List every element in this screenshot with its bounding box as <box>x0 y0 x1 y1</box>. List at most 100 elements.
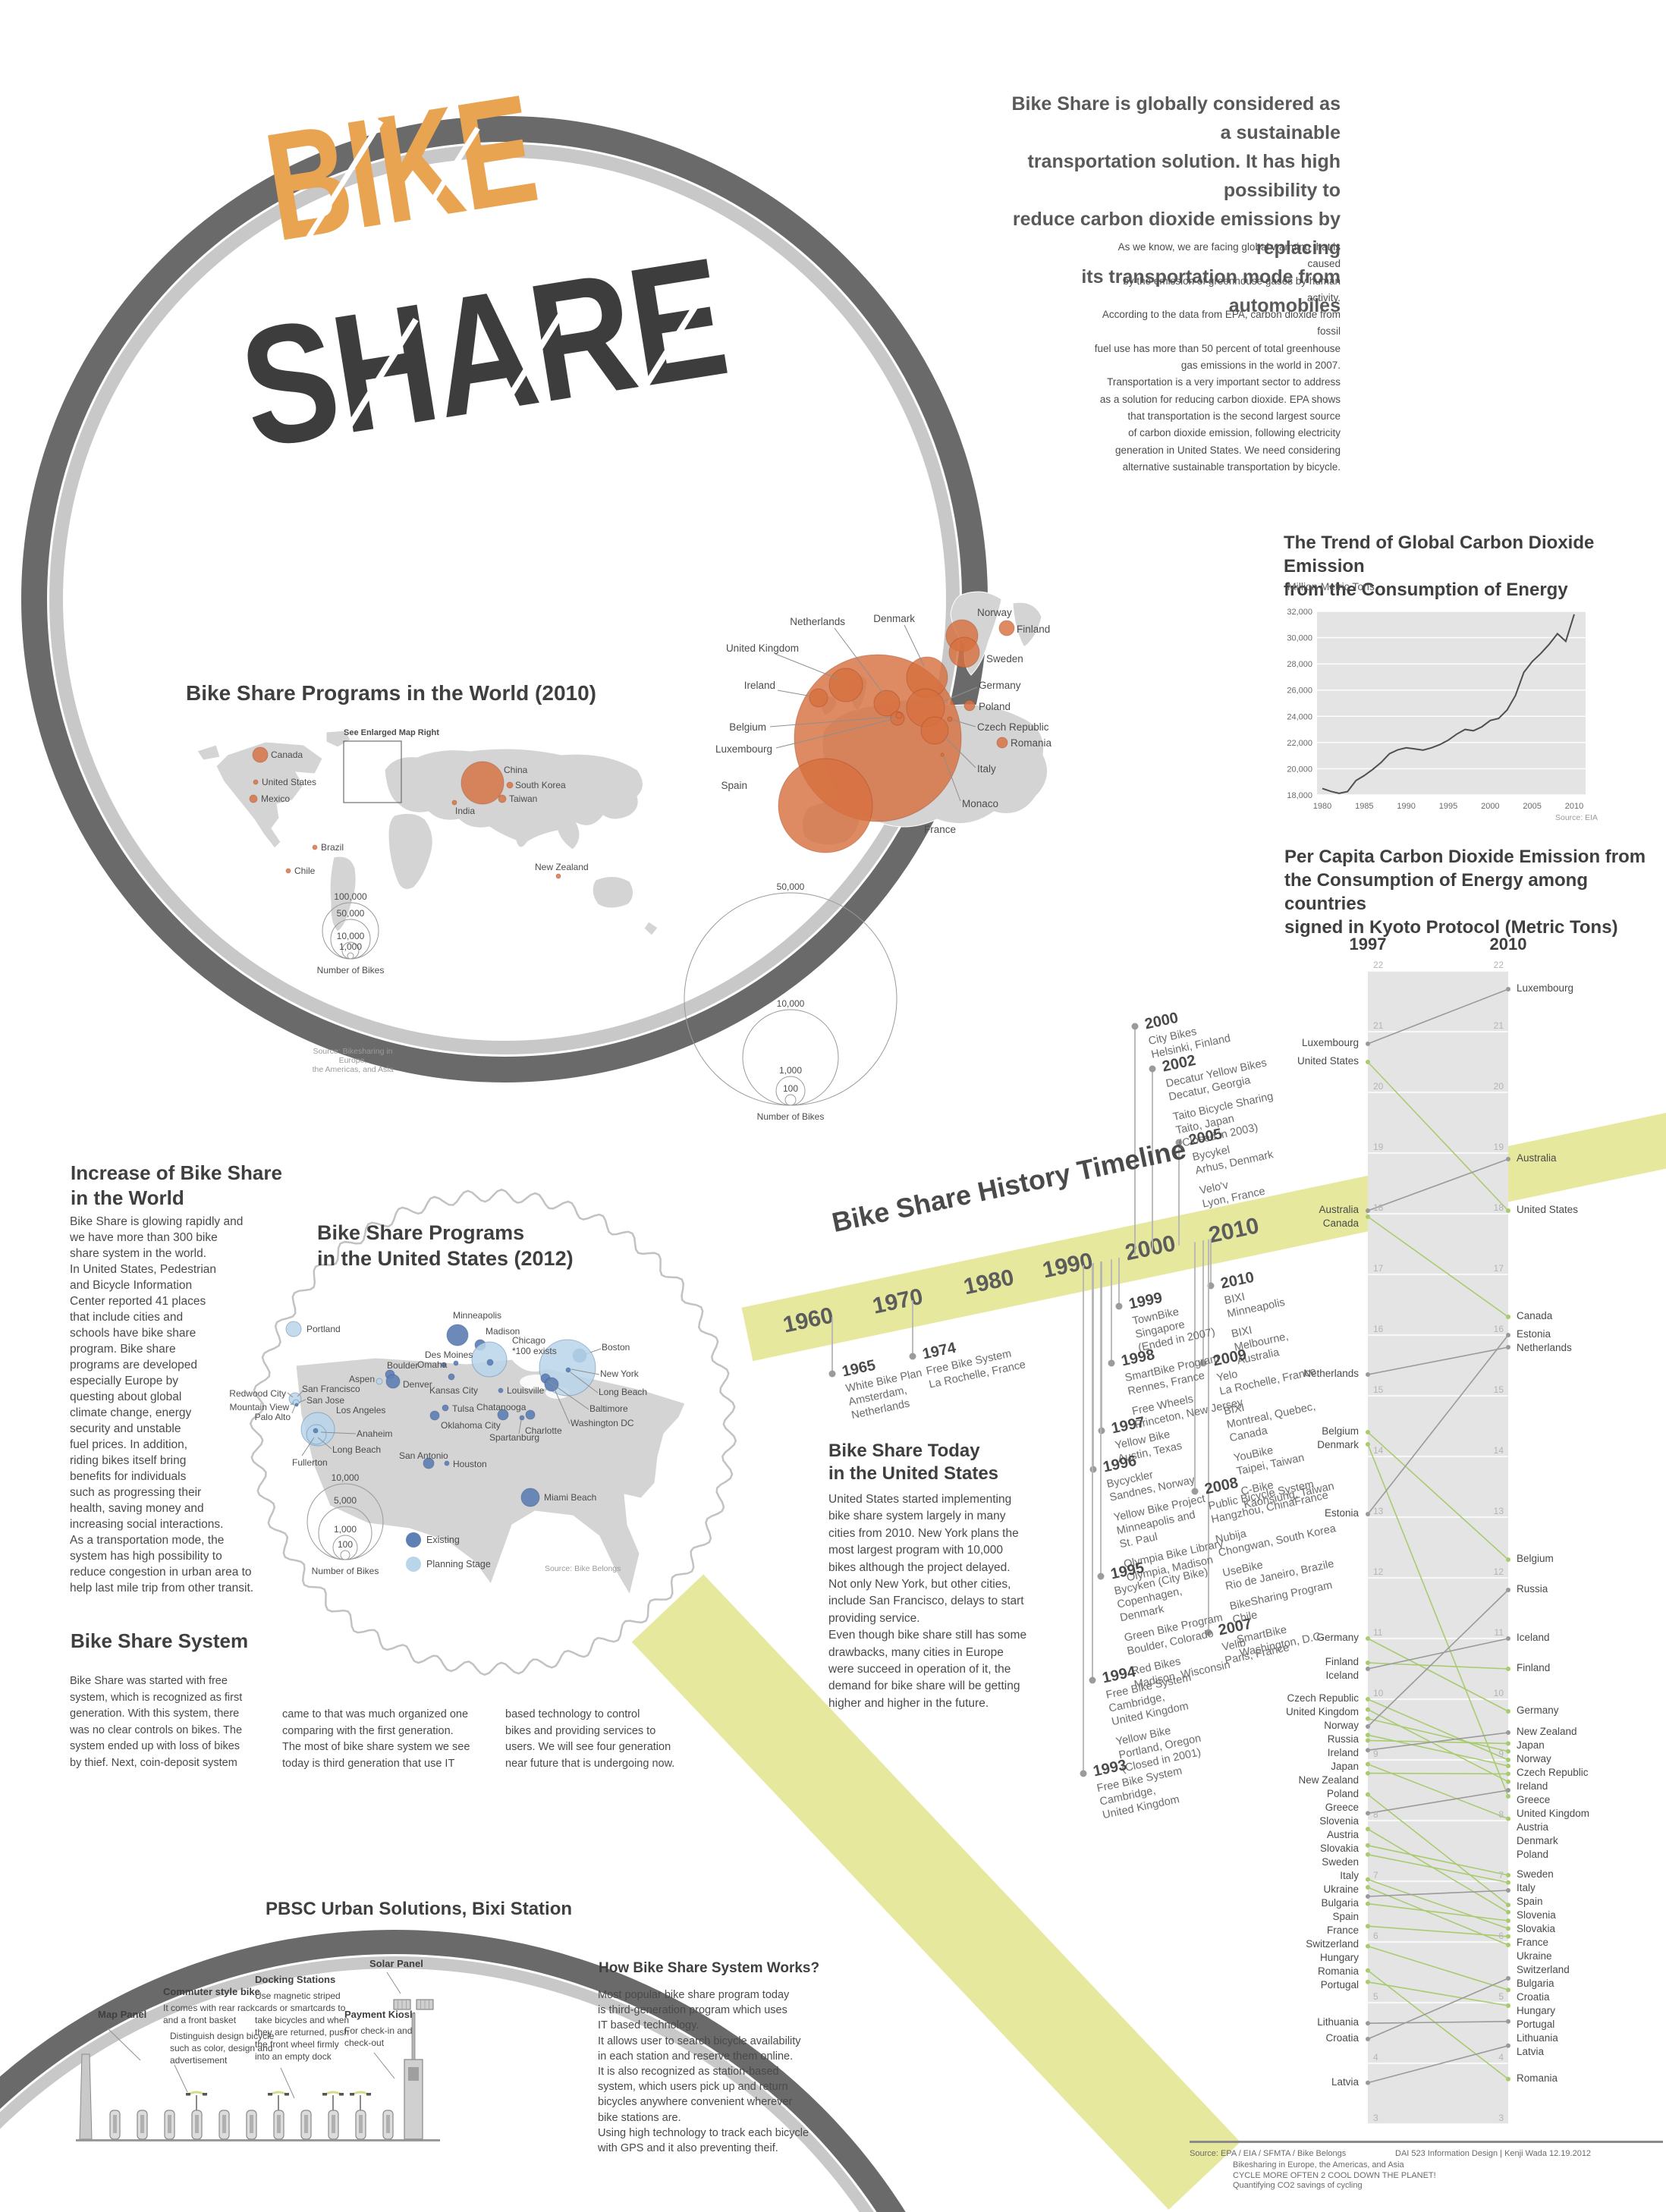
slope-country-label-right: Greece <box>1517 1794 1551 1805</box>
world-label: Chile <box>294 866 316 876</box>
slope-country-label-right: Germany <box>1517 1705 1559 1716</box>
europe-label: Monaco <box>962 798 999 809</box>
us-label: Washington DC <box>571 1418 634 1428</box>
europe-label: Netherlands <box>790 616 845 627</box>
us-label: Miami Beach <box>544 1492 597 1503</box>
europe-label: Germany <box>979 680 1021 691</box>
footer-source-3: CYCLE MORE OFTEN 2 COOL DOWN THE PLANET! <box>1233 2171 1436 2180</box>
slope-country-label-right: Canada <box>1517 1310 1553 1321</box>
us-label: Tulsa <box>452 1403 474 1414</box>
slope-country-label-right: Slovenia <box>1517 1909 1556 1921</box>
us-label: Anaheim <box>357 1428 393 1439</box>
us-legend-caption: Number of Bikes <box>311 1566 379 1576</box>
us-label: Chatanooga <box>476 1402 527 1412</box>
slope-country-label-left: Bulgaria <box>1321 1897 1359 1909</box>
europe-label: France <box>924 824 957 835</box>
slope-country-label-left: United States <box>1297 1055 1359 1067</box>
slope-country-label-left: France <box>1326 1925 1359 1936</box>
station-docking-body: Use magnetic striped cards or smartcards… <box>255 1990 350 2062</box>
slope-country-label-left: Denmark <box>1317 1439 1359 1450</box>
slope-axis-number: 16 <box>1373 1324 1384 1334</box>
slope-axis-number: 6 <box>1373 1931 1378 1941</box>
us-label: Louisville <box>507 1385 545 1396</box>
slope-country-label-left: Ukraine <box>1323 1884 1359 1895</box>
us-legend-value: 10,000 <box>331 1472 360 1483</box>
slope-country-label-right: United Kingdom <box>1517 1808 1590 1819</box>
slope-country-label-right: Portugal <box>1517 2019 1555 2030</box>
slope-country-label-right: Iceland <box>1517 1632 1550 1643</box>
slope-country-label-right: Japan <box>1517 1739 1545 1751</box>
slope-axis-number: 5 <box>1498 1991 1504 2002</box>
us-label: New York <box>600 1368 639 1379</box>
slope-axis-number: 19 <box>1373 1142 1384 1152</box>
slope-country-label-right: Belgium <box>1517 1553 1554 1564</box>
trend-ytick: 26,000 <box>1287 687 1312 696</box>
europe-label: Sweden <box>986 653 1023 665</box>
us-label: Long Beach <box>599 1387 648 1397</box>
slope-country-label-right: Denmark <box>1517 1835 1558 1846</box>
us-label: Palo Alto <box>254 1412 291 1422</box>
slope-country-label-right: Ireland <box>1517 1780 1548 1792</box>
trend-ytick: 28,000 <box>1287 660 1312 669</box>
slope-axis-number: 13 <box>1373 1506 1384 1516</box>
slope-axis-number: 22 <box>1373 960 1384 970</box>
us-label: San Antonio <box>399 1450 448 1461</box>
slope-country-label-left: Romania <box>1317 1965 1359 1977</box>
slope-country-label-right: Bulgaria <box>1517 1978 1554 1989</box>
slope-country-label-left: Italy <box>1340 1870 1359 1881</box>
trend-xtick: 1980 <box>1313 802 1331 811</box>
station-solar-label: Solar Panel <box>369 1958 423 1969</box>
europe-label: Ireland <box>743 680 775 691</box>
footer-divider <box>1190 2141 1663 2143</box>
europe-legend-value: 100 <box>782 1083 799 1094</box>
trend-xtick: 2000 <box>1481 802 1499 811</box>
slope-axis-number: 18 <box>1493 1202 1504 1213</box>
us-label: Boston <box>602 1342 630 1353</box>
footer-source-1: Source: EPA / EIA / SFMTA / Bike Belongs <box>1190 2149 1347 2158</box>
slope-country-label-right: Poland <box>1517 1849 1549 1860</box>
world-legend-value: 50,000 <box>336 908 365 919</box>
us-label: Des Moines <box>425 1350 473 1360</box>
slope-country-label-right: Slovakia <box>1517 1923 1556 1934</box>
trend-ytick: 24,000 <box>1287 712 1312 721</box>
us-label: Los Angeles <box>336 1405 386 1415</box>
station-leader <box>107 2028 141 2061</box>
us-label: Denver <box>403 1379 432 1390</box>
slope-country-label-left: Slovenia <box>1319 1815 1359 1827</box>
footer-source-4: Quantifying CO2 savings of cycling <box>1233 2181 1363 2190</box>
slope-axis-number: 9 <box>1498 1749 1504 1759</box>
slope-country-label-right: Spain <box>1517 1896 1543 1907</box>
slope-country-label-right: Luxembourg <box>1517 982 1574 994</box>
trend-ytick: 32,000 <box>1287 608 1312 617</box>
slope-country-label-right: New Zealand <box>1517 1726 1577 1737</box>
slope-country-label-left: Luxembourg <box>1301 1037 1359 1048</box>
slope-country-label-right: Czech Republic <box>1517 1767 1589 1778</box>
trend-ytick: 18,000 <box>1287 791 1312 800</box>
trend-xtick: 1995 <box>1439 802 1457 811</box>
europe-label: Romania <box>1011 737 1052 749</box>
slope-axis-number: 20 <box>1373 1081 1384 1092</box>
station-diagram <box>76 1972 440 2141</box>
slope-country-label-right: Ukraine <box>1517 1950 1552 1962</box>
us-label: Mountain View <box>229 1402 290 1412</box>
slope-axis-number: 6 <box>1498 1931 1504 1941</box>
system-col3: based technology to control bikes and pr… <box>505 1708 675 1770</box>
slope-country-label-left: Latvia <box>1331 2075 1359 2088</box>
us-label: Chicago *100 exists <box>512 1335 557 1356</box>
us-label: Redwood City <box>229 1388 286 1399</box>
us-label: Madison <box>486 1326 520 1337</box>
slope-axis-number: 22 <box>1493 960 1504 970</box>
slope-axis-number: 10 <box>1493 1688 1504 1698</box>
slope-axis-number: 3 <box>1373 2113 1378 2123</box>
world-label: South Korea <box>515 780 566 790</box>
world-legend-value: 10,000 <box>336 931 365 941</box>
big-ring-light <box>49 144 960 1054</box>
europe-legend-value: 10,000 <box>776 998 805 1009</box>
station-payment-label: Payment Kiosk <box>344 2009 416 2020</box>
trend-xtick: 2010 <box>1565 802 1583 811</box>
world-label: China <box>504 765 528 775</box>
trend-chart-source: Source: EIA <box>1555 813 1598 822</box>
system-col2: came to that was much organized one comp… <box>282 1708 470 1770</box>
slope-country-label-right: Croatia <box>1517 1991 1550 2003</box>
world-label: Mexico <box>261 793 291 804</box>
